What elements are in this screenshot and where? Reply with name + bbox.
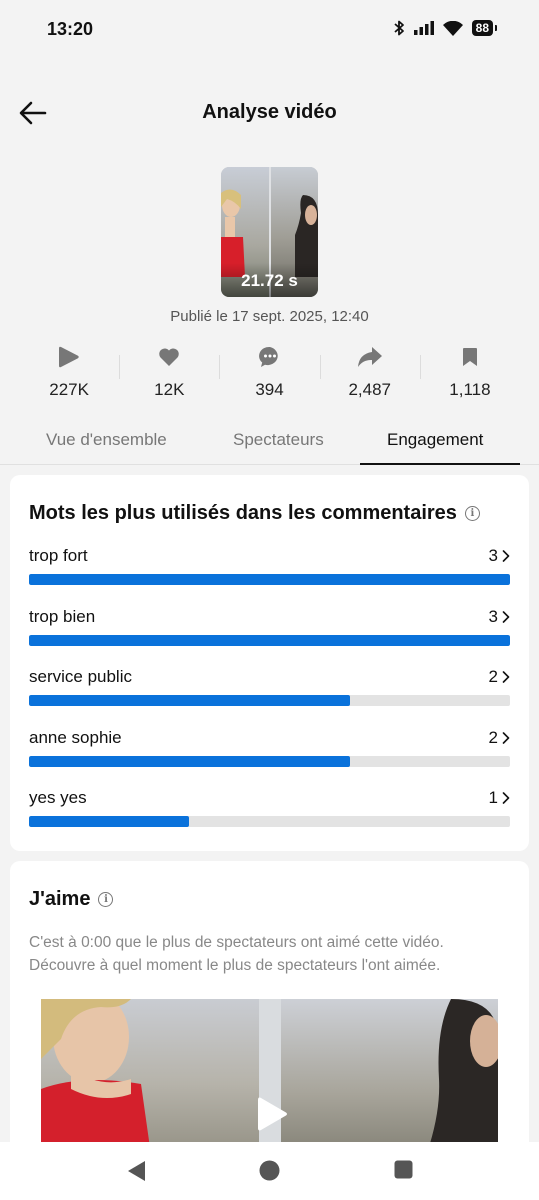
word-count-value: 1: [488, 788, 498, 807]
likes-title: J'aime: [29, 888, 91, 910]
stat-value: 394: [255, 380, 284, 399]
stat-value: 1,118: [449, 380, 491, 399]
word-row[interactable]: trop bien 3: [29, 607, 510, 659]
info-icon[interactable]: i: [98, 892, 114, 907]
header: Analyse vidéo: [0, 88, 539, 138]
comment-icon: [258, 346, 278, 367]
word-count: 3: [489, 546, 510, 566]
tab-overview[interactable]: Vue d'ensemble: [46, 430, 167, 449]
word-label: trop fort: [29, 546, 88, 565]
person-figure: [424, 999, 498, 1161]
word-label: trop bien: [29, 606, 96, 626]
word-bar-fill: [29, 574, 510, 585]
word-bar-track: [29, 695, 510, 706]
video-thumbnail[interactable]: 21.72 s: [221, 167, 318, 297]
word-bar-fill: [29, 695, 350, 706]
tab-bar: Vue d'ensemble Spectateurs Engagement: [0, 428, 539, 465]
word-label: yes yes: [29, 788, 87, 807]
info-icon[interactable]: i: [464, 506, 480, 521]
person-figure: [295, 195, 318, 277]
stat-views: 227K: [19, 343, 119, 409]
top-words-title: Mots les plus utilisés dans les commenta…: [29, 502, 457, 524]
tab-engagement[interactable]: Engagement: [387, 430, 484, 449]
heart-icon: [159, 348, 180, 366]
signal-icon: [413, 21, 434, 35]
word-count: 2: [489, 728, 510, 748]
word-bar-track: [29, 634, 510, 646]
chevron-right-icon: [502, 610, 510, 623]
word-label: anne sophie: [29, 727, 122, 747]
stat-comments: 394: [219, 343, 319, 409]
tab-viewers[interactable]: Spectateurs: [233, 430, 324, 449]
stat-saves: 1,118: [419, 343, 520, 409]
stat-value: 12K: [154, 380, 185, 399]
system-navigation-bar: [0, 1142, 539, 1200]
stat-shares: 2,487: [319, 343, 420, 409]
word-bar-track: [29, 816, 510, 827]
page-title: Analyse vidéo: [202, 101, 337, 123]
battery-indicator: 88: [471, 20, 498, 36]
word-row[interactable]: anne sophie 2: [29, 728, 510, 780]
word-count-value: 3: [488, 606, 498, 626]
top-words-card: Mots les plus utilisés dans les commenta…: [10, 475, 529, 851]
status-time: 13:20: [47, 19, 94, 39]
arrow-left-icon: [19, 101, 47, 125]
bluetooth-icon: [394, 20, 404, 36]
wifi-icon: [442, 20, 463, 36]
word-bar-track: [29, 755, 510, 767]
person-figure: [221, 189, 245, 277]
word-count-value: 2: [488, 667, 498, 686]
word-count-value: 2: [488, 727, 498, 747]
stat-value: 227K: [49, 380, 89, 399]
chevron-right-icon: [502, 671, 510, 683]
nav-recents-icon[interactable]: [394, 1160, 413, 1179]
word-row[interactable]: trop fort 3: [29, 546, 510, 598]
word-bar-fill: [29, 755, 350, 767]
word-row[interactable]: service public 2: [29, 667, 510, 719]
word-bar-track: [29, 574, 510, 585]
bookmark-icon: [462, 348, 477, 366]
card-title: J'aime i: [29, 888, 114, 911]
play-icon: [59, 346, 79, 368]
likes-video-preview[interactable]: [41, 999, 498, 1161]
active-tab-indicator: [360, 463, 520, 465]
likes-description: C'est à 0:00 que le plus de spectateurs …: [29, 934, 444, 974]
word-bar-fill: [29, 816, 190, 827]
word-count: 3: [489, 607, 510, 627]
nav-back-icon[interactable]: [127, 1160, 147, 1182]
stat-likes: 12K: [119, 343, 219, 409]
status-icons: 88: [393, 20, 498, 36]
word-count-value: 3: [488, 546, 498, 565]
back-button[interactable]: [18, 98, 50, 128]
nav-home-icon[interactable]: [259, 1160, 280, 1181]
likes-card: J'aime i C'est à 0:00 que le plus de spe…: [10, 861, 529, 1161]
play-icon: [258, 1097, 287, 1131]
stat-value: 2,487: [348, 380, 391, 399]
published-date: Publié le 17 sept. 2025, 12:40: [170, 308, 369, 325]
word-row[interactable]: yes yes 1: [29, 788, 510, 840]
share-icon: [357, 347, 382, 367]
person-figure: [41, 999, 152, 1161]
word-bar-fill: [29, 634, 510, 646]
chevron-right-icon: [502, 792, 510, 804]
word-count: 1: [489, 788, 510, 808]
chevron-right-icon: [502, 550, 510, 562]
stats-row: 227K 12K 394 2,487 1,118: [19, 343, 520, 409]
video-duration: 21.72 s: [241, 271, 298, 290]
status-bar: 13:20 88: [0, 0, 539, 60]
word-label: service public: [29, 667, 132, 686]
card-title: Mots les plus utilisés dans les commenta…: [29, 502, 480, 525]
chevron-right-icon: [502, 731, 510, 744]
word-count: 2: [489, 667, 510, 687]
